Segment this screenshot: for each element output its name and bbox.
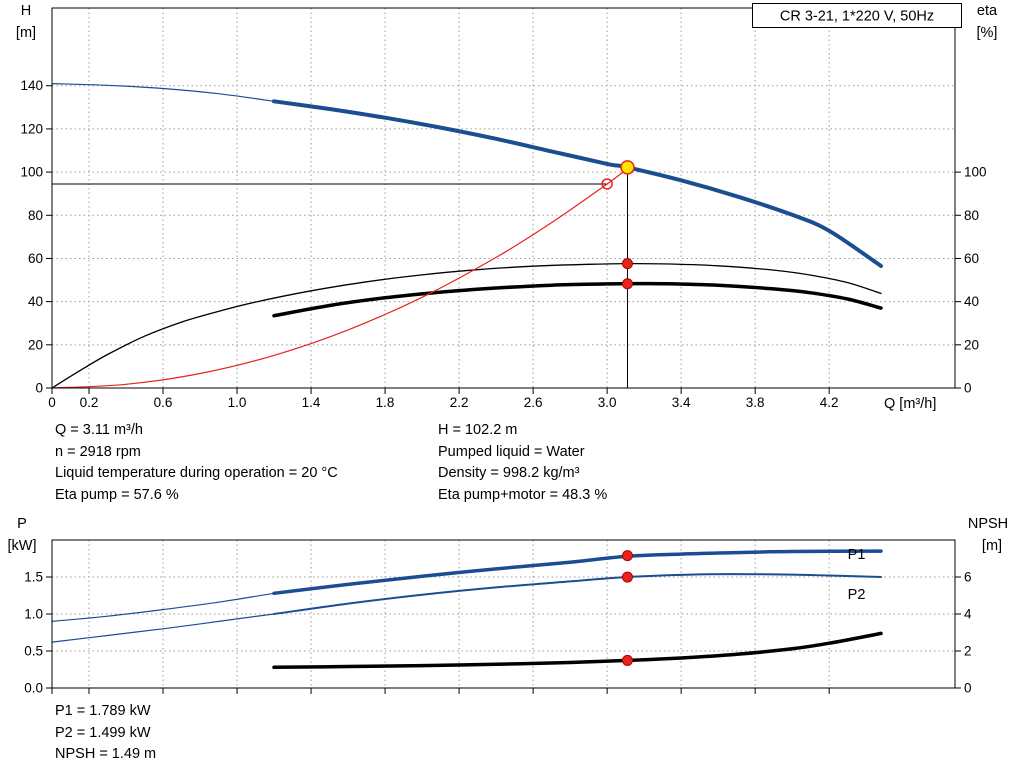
right-tick-label: 0	[964, 381, 972, 396]
info-density: Density = 998.2 kg/m³	[438, 465, 580, 482]
x-tick-label: 2.6	[524, 395, 543, 410]
axes: 0.0 0.5 1.0 1.5 0 2 4 6	[24, 570, 972, 696]
p2-curve-lead	[51, 613, 275, 643]
npsh-axis-title: NPSH	[968, 516, 1008, 532]
requested-duty-point[interactable]	[601, 178, 613, 190]
x-tick-label: 0.6	[154, 395, 173, 410]
info-p1: P1 = 1.789 kW	[55, 703, 151, 719]
eta-axis-unit: [%]	[977, 25, 998, 41]
duty-info-left-column: Q = 3.11 m³/h n = 2918 rpm Liquid temper…	[55, 420, 338, 507]
x-tick-label: 3.0	[598, 395, 617, 410]
right-tick-label: 100	[964, 165, 987, 180]
p2-point	[621, 571, 633, 583]
info-pumped-liquid: Pumped liquid = Water	[438, 443, 585, 460]
axes: 0 0.2 0.6 1.0 1.4 1.8 2.2 2.6 3.0 3.4 3.8 4.2 0 20 40 6…	[20, 78, 986, 410]
x-tick-label: 2.2	[450, 395, 469, 410]
power-info-column: P1 = 1.789 kW P2 = 1.499 kW NPSH = 1.49 …	[55, 701, 156, 766]
duty-info-right-column: H = 102.2 m Pumped liquid = Water Densit…	[438, 420, 607, 507]
right-tick-label: 2	[964, 644, 972, 659]
npsh-curve	[272, 631, 883, 670]
x-tick-label: 1.0	[228, 395, 247, 410]
p1-point	[621, 550, 633, 562]
left-tick-label: 0.5	[24, 644, 43, 659]
left-tick-label: 0	[35, 381, 43, 396]
plot-border	[51, 7, 956, 389]
x-tick-label: 3.8	[746, 395, 765, 410]
info-eta-pump-motor: Eta pump+motor = 48.3 %	[438, 487, 608, 504]
p1-curve	[272, 549, 883, 596]
x-tick-label: 1.8	[376, 395, 395, 410]
info-eta-pump: Eta pump = 57.6 %	[55, 487, 179, 504]
eta-pump-motor-point	[621, 278, 633, 290]
right-tick-label: 60	[964, 251, 979, 266]
p2-curve-label: P2	[848, 587, 866, 603]
q-axis-title: Q [m³/h]	[884, 396, 936, 412]
p1-curve-lead	[51, 592, 275, 622]
left-tick-label: 80	[28, 208, 43, 223]
plot-area[interactable]	[52, 8, 955, 388]
left-tick-label: 40	[28, 294, 43, 309]
eta-pump-curve	[51, 262, 882, 389]
left-tick-label: 120	[20, 121, 43, 136]
pump-curve	[272, 99, 883, 268]
x-tick-label: 1.4	[302, 395, 321, 410]
info-flow: Q = 3.11 m³/h	[55, 422, 143, 438]
pump-title-box	[752, 3, 962, 28]
x-tick-label: 4.2	[820, 395, 839, 410]
bottom-chart: P1 P2 0.0 0.5 1.0 1.5 0 2 4 6	[24, 539, 972, 696]
pump-curve-lead	[51, 83, 275, 102]
left-tick-label: 1.0	[24, 607, 43, 622]
p-axis-title: P	[17, 516, 27, 532]
system-curve	[51, 168, 629, 389]
info-npsh: NPSH = 1.49 m	[55, 746, 157, 763]
top-chart: 0 0.2 0.6 1.0 1.4 1.8 2.2 2.6 3.0 3.4 3.8 4.2 0 20 40 6…	[20, 7, 987, 410]
p1-curve-label: P1	[848, 547, 866, 563]
info-speed: n = 2918 rpm	[55, 443, 141, 460]
npsh-point	[621, 654, 633, 666]
info-p2: P2 = 1.499 kW	[55, 724, 151, 741]
info-head: H = 102.2 m	[438, 422, 518, 438]
right-tick-label: 80	[964, 208, 979, 223]
right-tick-label: 40	[964, 294, 979, 309]
right-tick-label: 20	[964, 337, 979, 352]
left-tick-label: 1.5	[24, 570, 43, 585]
p-axis-unit: [kW]	[8, 538, 37, 554]
eta-axis-title: eta	[977, 3, 998, 19]
x-tick-label: 0	[48, 395, 56, 410]
info-liquid-temperature: Liquid temperature during operation = 20…	[55, 465, 338, 482]
right-tick-label: 0	[964, 681, 972, 696]
x-tick-label: 0.2	[80, 395, 99, 410]
left-tick-label: 60	[28, 251, 43, 266]
right-tick-label: 4	[964, 607, 972, 622]
x-tick-label: 3.4	[672, 395, 691, 410]
left-tick-label: 140	[20, 78, 43, 93]
npsh-axis-unit: [m]	[982, 538, 1002, 554]
eta-pump-motor-curve	[272, 281, 883, 318]
left-tick-label: 20	[28, 337, 43, 352]
grid	[52, 540, 955, 688]
right-tick-label: 6	[964, 570, 972, 585]
h-axis-unit: [m]	[16, 25, 36, 41]
duty-point[interactable]	[620, 160, 635, 175]
eta-pump-point	[621, 258, 633, 270]
left-tick-label: 0.0	[24, 681, 43, 696]
p2-curve	[273, 573, 882, 615]
grid	[52, 8, 955, 388]
left-tick-label: 100	[20, 165, 43, 180]
pump-title: CR 3-21, 1*220 V, 50Hz	[780, 9, 934, 25]
h-axis-title: H	[21, 3, 31, 19]
